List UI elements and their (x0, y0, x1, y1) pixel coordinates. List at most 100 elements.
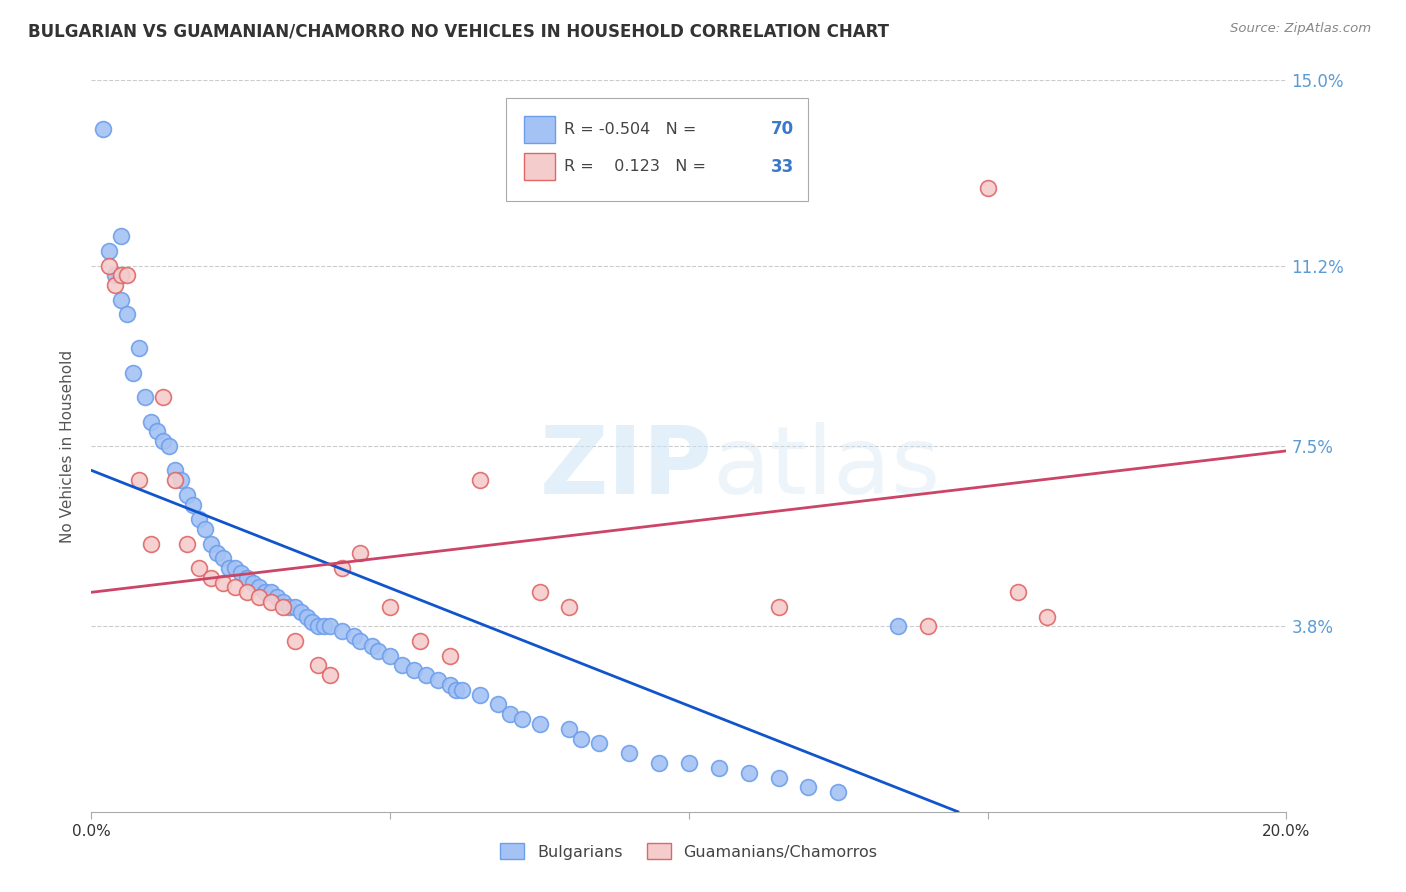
Point (170, 473, 193, 487)
Point (242, 575, 264, 590)
Point (128, 473, 150, 487)
Point (349, 546, 371, 560)
Point (444, 682, 467, 697)
Point (378, 648, 402, 663)
Point (307, 619, 329, 633)
Text: 70: 70 (770, 120, 793, 138)
Point (1036, 609, 1059, 624)
Point (211, 575, 233, 590)
Point (146, 425, 169, 439)
Point (266, 590, 288, 604)
Point (152, 390, 174, 404)
Point (259, 595, 281, 609)
Point (235, 585, 259, 599)
Point (157, 439, 180, 453)
Point (110, 268, 132, 283)
Point (917, 619, 939, 633)
Point (188, 561, 211, 575)
Text: R =    0.123   N =: R = 0.123 N = (564, 160, 711, 174)
Point (1007, 585, 1029, 599)
Point (450, 682, 472, 697)
Text: BULGARIAN VS GUAMANIAN/CHAMORRO NO VEHICLES IN HOUSEHOLD CORRELATION CHART: BULGARIAN VS GUAMANIAN/CHAMORRO NO VEHIC… (28, 22, 889, 40)
Point (93, 122, 115, 136)
Y-axis label: No Vehicles in Household: No Vehicles in Household (60, 350, 76, 542)
Point (439, 648, 461, 663)
Point (426, 673, 449, 687)
Point (211, 551, 233, 566)
Point (409, 634, 432, 648)
Point (283, 634, 307, 648)
Point (141, 536, 162, 550)
Text: atlas: atlas (713, 422, 941, 514)
Text: ZIP: ZIP (540, 422, 713, 514)
Point (128, 342, 150, 356)
Point (498, 707, 520, 722)
Point (319, 619, 342, 633)
Point (247, 581, 270, 595)
Point (104, 268, 127, 283)
Point (200, 536, 222, 550)
Point (115, 268, 138, 283)
Point (319, 668, 342, 682)
Point (827, 785, 849, 799)
Point (378, 599, 402, 614)
Point (571, 731, 593, 746)
Point (529, 585, 551, 599)
Point (343, 629, 366, 643)
Point (200, 571, 222, 585)
Text: 33: 33 (770, 158, 794, 176)
Point (98, 244, 121, 258)
Point (253, 585, 276, 599)
Point (290, 605, 312, 619)
Point (110, 229, 132, 244)
Point (181, 498, 204, 512)
Point (439, 678, 461, 692)
Point (678, 756, 700, 770)
Point (510, 712, 533, 726)
Point (218, 561, 240, 575)
Point (224, 561, 246, 575)
Point (887, 619, 910, 633)
Point (98, 259, 121, 273)
Point (176, 488, 198, 502)
Point (141, 415, 162, 429)
Text: R = -0.504   N =: R = -0.504 N = (564, 122, 702, 136)
Point (235, 571, 259, 585)
Point (737, 765, 759, 780)
Point (152, 434, 174, 449)
Point (332, 624, 354, 639)
Point (619, 746, 641, 760)
Point (468, 688, 491, 702)
Point (391, 658, 413, 673)
Point (361, 639, 384, 653)
Point (115, 307, 138, 321)
Point (295, 609, 318, 624)
Point (224, 581, 246, 595)
Point (768, 771, 790, 785)
Point (176, 536, 198, 550)
Point (367, 644, 389, 658)
Point (277, 599, 299, 614)
Legend: Bulgarians, Guamanians/Chamorros: Bulgarians, Guamanians/Chamorros (494, 837, 884, 866)
Point (768, 599, 790, 614)
Point (529, 717, 551, 731)
Point (301, 615, 323, 629)
Point (122, 366, 145, 380)
Point (415, 668, 437, 682)
Point (247, 590, 270, 604)
Point (259, 585, 281, 599)
Point (134, 390, 156, 404)
Point (271, 595, 294, 609)
Point (194, 522, 217, 536)
Point (205, 546, 228, 560)
Point (404, 663, 426, 677)
Point (314, 619, 336, 633)
Point (332, 561, 354, 575)
Point (558, 599, 581, 614)
Point (707, 761, 730, 775)
Text: Source: ZipAtlas.com: Source: ZipAtlas.com (1230, 22, 1371, 36)
Point (797, 780, 820, 795)
Point (188, 512, 211, 526)
Point (104, 278, 127, 293)
Point (486, 698, 509, 712)
